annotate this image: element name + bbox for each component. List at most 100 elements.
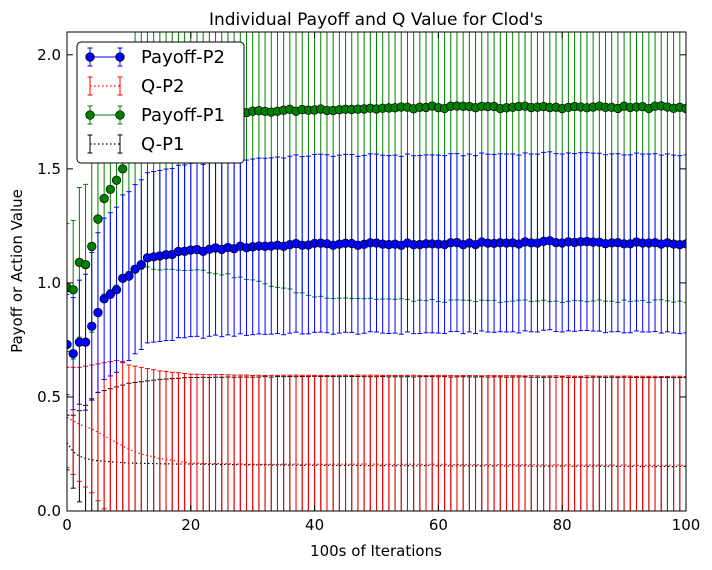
axis-ticks: 0 20 40 60 80 100 0.0 0.5 1.0 1.5 2.0	[37, 32, 700, 534]
error-bar	[404, 374, 410, 511]
error-bar	[609, 375, 615, 511]
data-point	[68, 348, 78, 359]
error-bar	[578, 375, 584, 511]
error-bar	[683, 32, 686, 303]
data-point	[105, 184, 115, 195]
error-bar	[67, 414, 70, 471]
error-bar	[590, 375, 596, 511]
chart-title: Individual Payoff and Q Value for Clod's	[209, 10, 543, 30]
error-bar	[250, 375, 256, 511]
data-point	[124, 271, 134, 281]
error-bar	[664, 375, 670, 511]
data-point	[93, 214, 103, 224]
x-tick-label: 80	[553, 516, 572, 534]
y-tick-label: 1.0	[37, 274, 61, 292]
error-bar	[324, 374, 330, 511]
error-bar	[541, 375, 547, 511]
error-bar	[417, 374, 423, 511]
data-point	[87, 241, 97, 252]
error-bar	[584, 375, 590, 511]
error-bar	[398, 374, 404, 511]
data-point	[681, 239, 686, 249]
x-tick-label: 60	[429, 516, 448, 534]
x-tick-label: 100	[672, 516, 701, 534]
y-tick-label: 1.5	[37, 160, 61, 178]
error-bar	[126, 364, 132, 511]
legend-entry-payoff-p1: Payoff-P1	[85, 105, 225, 126]
y-axis-label: Payoff or Action Value	[8, 189, 26, 353]
data-point	[87, 321, 97, 331]
series-line	[67, 416, 686, 467]
error-bar	[361, 374, 367, 511]
y-tick-label: 0.5	[37, 388, 61, 406]
data-point	[136, 260, 146, 270]
legend-entry-q-p2: Q-P2	[87, 76, 184, 97]
error-bar	[392, 375, 398, 511]
series-q-p2	[67, 359, 686, 511]
error-bar	[182, 373, 188, 511]
error-bar	[553, 375, 559, 511]
error-bar	[442, 374, 448, 511]
error-bar	[565, 375, 571, 511]
error-bar	[225, 374, 231, 511]
error-bar	[213, 374, 219, 511]
plot-frame	[66, 31, 687, 512]
data-point	[99, 294, 109, 304]
x-tick-label: 20	[181, 516, 200, 534]
data-point	[105, 289, 115, 299]
error-bar	[67, 293, 70, 396]
error-bar	[349, 374, 355, 511]
error-bar	[237, 374, 243, 511]
error-bar	[318, 374, 324, 511]
error-bar	[460, 374, 466, 511]
data-point	[93, 307, 103, 318]
error-bar	[67, 366, 70, 469]
error-bar	[516, 375, 522, 511]
error-bar	[67, 223, 70, 352]
error-bar	[386, 374, 392, 511]
error-bar	[256, 374, 262, 511]
error-bar	[305, 374, 311, 511]
error-bar	[429, 374, 435, 511]
legend-label: Payoff-P2	[141, 47, 225, 68]
legend-label: Payoff-P1	[141, 105, 225, 126]
data-point	[681, 103, 686, 114]
error-bar	[621, 375, 627, 511]
error-bar	[262, 374, 268, 511]
data-point	[130, 264, 140, 274]
error-bar	[330, 374, 336, 511]
error-bar	[293, 374, 299, 511]
legend-box	[76, 41, 245, 164]
error-bar	[200, 374, 206, 511]
error-bar	[206, 374, 212, 511]
data-point	[99, 193, 109, 204]
data-point	[80, 337, 91, 347]
x-axis-label: 100s of Iterations	[310, 542, 442, 560]
data-point	[118, 164, 128, 174]
error-bar	[633, 375, 639, 511]
error-bar	[485, 375, 491, 511]
error-bar	[157, 370, 163, 511]
y-tick-label: 2.0	[37, 46, 61, 64]
error-bar	[194, 373, 200, 511]
error-bar	[646, 375, 652, 511]
legend-entry-q-p1: Q-P1	[87, 134, 184, 155]
series-payoff-p2	[67, 151, 686, 411]
data-point	[80, 260, 91, 270]
error-bar	[473, 375, 479, 511]
error-bar	[522, 375, 528, 511]
error-bar	[596, 375, 602, 511]
error-bar	[497, 375, 503, 511]
error-bar	[683, 376, 686, 511]
plot-area	[67, 32, 686, 511]
legend-entry-payoff-p2: Payoff-P2	[85, 47, 225, 68]
error-bar	[683, 376, 686, 511]
legend: Payoff-P2 Q-P2 Payoff-P1 Q-P1	[76, 41, 245, 164]
error-bar	[677, 375, 683, 511]
error-bar	[120, 362, 126, 511]
error-bar	[528, 375, 534, 511]
error-bar	[138, 366, 144, 511]
data-point	[68, 285, 78, 295]
data-point	[111, 285, 122, 295]
